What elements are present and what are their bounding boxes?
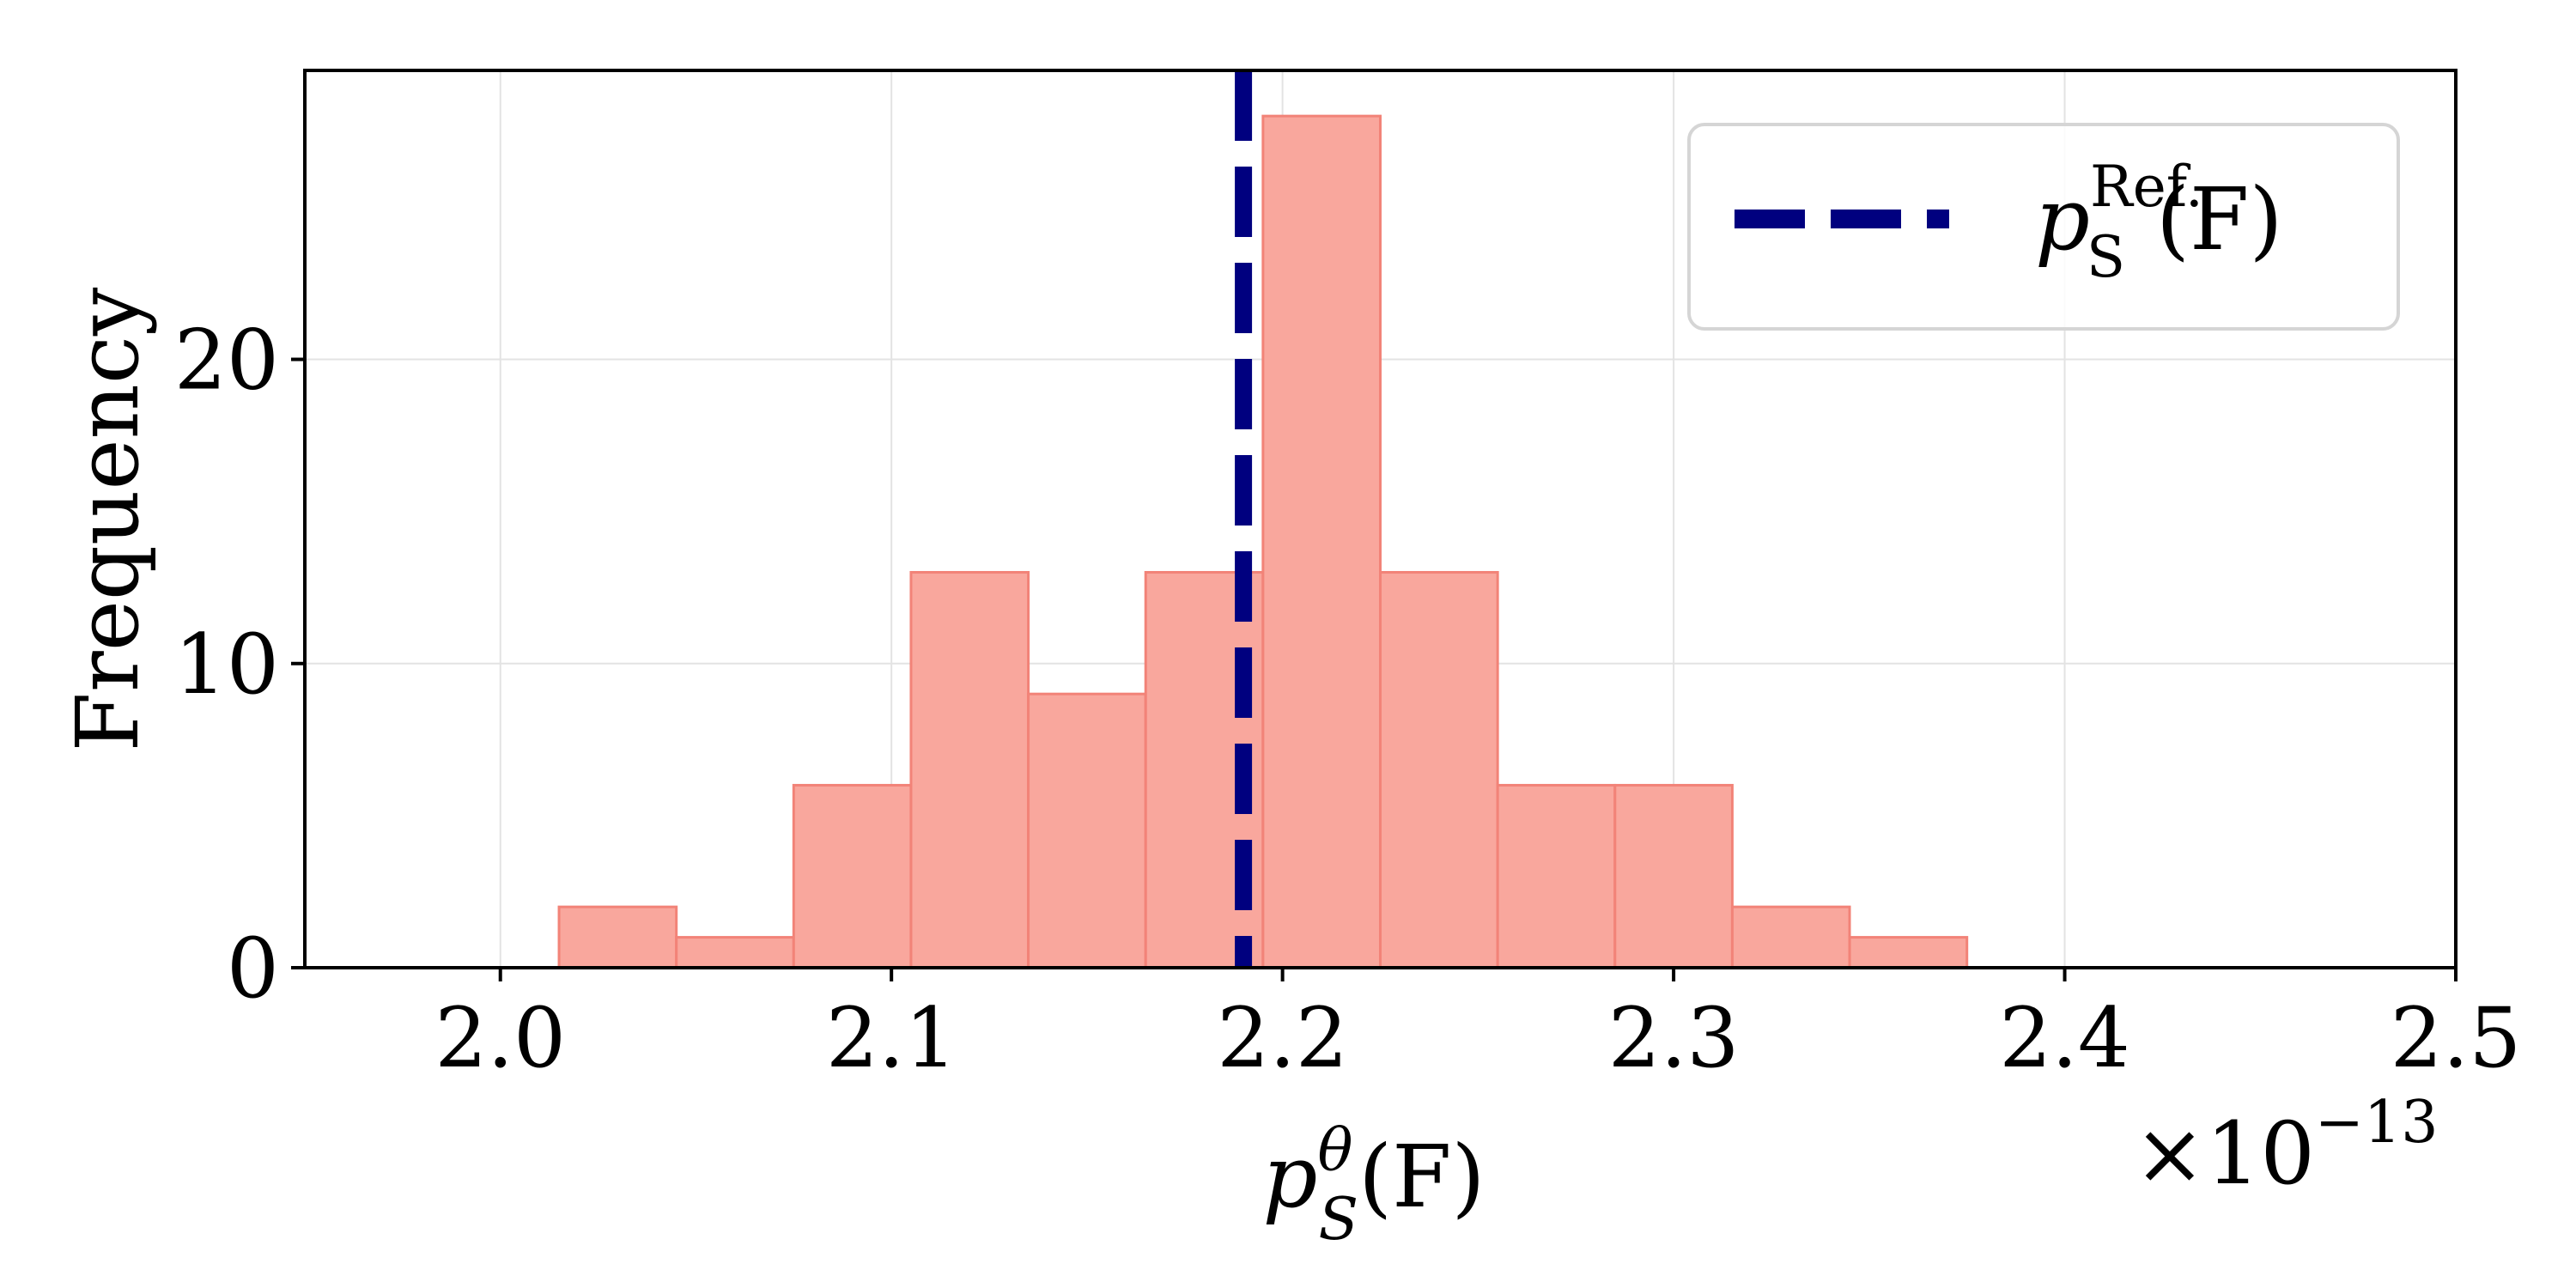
legend: pRef. S (F) [1687,123,2400,331]
legend-box [1687,123,2400,331]
histogram-bars [557,114,1969,969]
x-offset-exponent: −13 [2315,1089,2439,1157]
y-tick-label-0: 0 [227,920,279,1017]
x-tick-label-2: 2.2 [1217,990,1348,1086]
legend-label-main: p [2035,169,2090,270]
x-axis-label: pθ S(F) [1263,1117,1485,1254]
legend-label-sup: Ref. [2090,154,2203,220]
x-axis-label-main: p [1263,1127,1318,1227]
y-tick-label-2: 20 [174,313,279,409]
histogram-bar-9 [1613,783,1734,969]
histogram-bar-7 [1379,570,1499,969]
histogram-bar-1 [675,936,795,969]
axes-frame [303,69,2458,969]
x-tick-label-0: 2.0 [434,990,566,1086]
x-axis-label-sub: S [1318,1186,1358,1254]
histogram-bar-6 [1261,114,1382,969]
x-tick-label-3: 2.3 [1608,990,1740,1086]
x-axis-label-sup: θ [1318,1117,1353,1185]
histogram-bar-4 [1027,692,1147,969]
x-tick-label-5: 2.5 [2391,990,2522,1086]
legend-label-tail: (F) [2156,169,2282,270]
histogram-bar-10 [1730,905,1851,969]
x-axis-label-tail: (F) [1358,1127,1485,1227]
histogram-bar-11 [1848,936,1969,969]
legend-label-sub: S [2087,224,2125,290]
y-tick-label-1: 10 [174,617,279,713]
x-tick-label-1: 2.1 [826,990,957,1086]
x-offset-base: ×10 [2134,1103,2315,1204]
histogram-bar-0 [557,905,678,969]
y-axis-label: Frequency [58,287,158,751]
x-tick-label-4: 2.4 [1999,990,2130,1086]
histogram-bar-2 [792,783,913,969]
histogram-bar-3 [909,570,1030,969]
legend-entry-label: pRef. S (F) [2035,154,2282,290]
axis-ticks: 2.0 2.1 2.2 2.3 2.4 2.5 0 10 20 [174,313,2521,1086]
histogram-bar-8 [1496,783,1617,969]
x-offset-text: ×10−13 [2134,1089,2439,1204]
